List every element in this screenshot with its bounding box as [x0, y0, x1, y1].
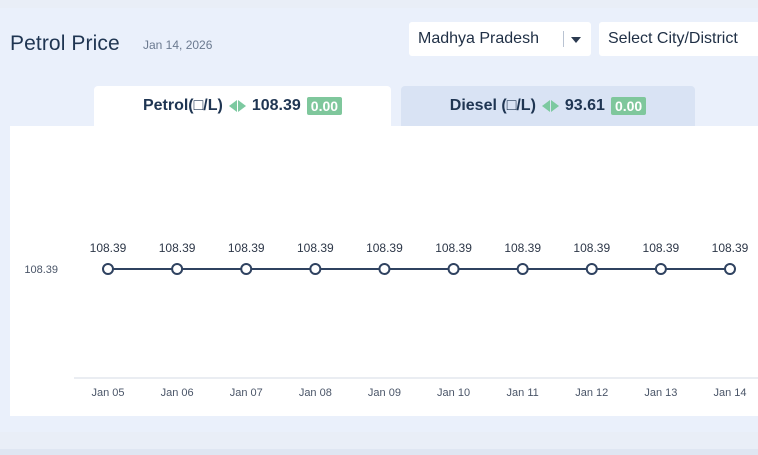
data-point	[240, 263, 253, 275]
x-tick-label: Jan 08	[299, 387, 332, 399]
city-select[interactable]: Select City/District	[599, 22, 758, 56]
data-point	[309, 263, 322, 275]
x-tick-label: Jan 11	[507, 387, 539, 399]
x-tick-label: Jan 07	[230, 387, 263, 399]
data-point	[447, 263, 460, 275]
data-label: 108.39	[573, 241, 610, 255]
chart-area: 108.39 108.39 Jan 05 108.39 Jan 06 108.39 Jan …	[10, 126, 758, 416]
price-line-chart: 108.39 108.39 Jan 05 108.39 Jan 06 108.39 Jan …	[24, 241, 758, 399]
data-label: 108.39	[159, 241, 196, 255]
price-date: Jan 14, 2026	[143, 38, 213, 52]
data-label: 108.39	[643, 241, 680, 255]
tab-petrol-price: 108.39	[251, 97, 301, 114]
chevron-down-icon[interactable]	[571, 37, 581, 43]
data-point	[516, 263, 529, 275]
data-point	[585, 263, 598, 275]
state-select[interactable]: Madhya Pradesh	[409, 22, 591, 56]
x-tick-label: Jan 10	[437, 387, 470, 399]
x-tick-label: Jan 12	[575, 387, 608, 399]
data-label: 108.39	[366, 241, 403, 255]
data-label: 108.39	[504, 241, 541, 255]
x-tick-label: Jan 06	[161, 387, 194, 399]
y-tick-label: 108.39	[24, 264, 58, 276]
city-select-placeholder: Select City/District	[608, 30, 738, 47]
data-label: 108.39	[90, 241, 127, 255]
tab-diesel-label: Diesel (□/L)	[449, 97, 536, 114]
data-point	[654, 263, 667, 275]
x-tick-label: Jan 05	[91, 387, 124, 399]
data-point	[102, 263, 114, 275]
x-tick-label: Jan 09	[368, 387, 401, 399]
tab-petrol[interactable]: Petrol(□/L) 108.39 0.00	[94, 86, 391, 126]
data-label: 108.39	[712, 241, 749, 255]
tab-diesel-change: 0.00	[610, 97, 647, 115]
tab-diesel-price: 93.61	[564, 97, 605, 114]
page-title: Petrol Price	[10, 32, 120, 55]
price-arrows-icon	[541, 100, 559, 112]
data-point	[724, 263, 736, 275]
x-tick-label: Jan 13	[644, 387, 677, 399]
tab-petrol-change: 0.00	[306, 97, 343, 115]
x-tick-label: Jan 14	[713, 387, 746, 399]
price-arrows-icon	[228, 100, 246, 112]
data-point	[171, 263, 184, 275]
data-label: 108.39	[435, 241, 472, 255]
state-select-value: Madhya Pradesh	[418, 30, 539, 47]
bottom-strip	[0, 449, 758, 455]
tab-diesel[interactable]: Diesel (□/L) 93.61 0.00	[401, 86, 695, 126]
tab-petrol-label: Petrol(□/L)	[142, 97, 223, 114]
data-point	[378, 263, 391, 275]
select-divider	[563, 31, 564, 47]
data-label: 108.39	[228, 241, 265, 255]
data-label: 108.39	[297, 241, 334, 255]
